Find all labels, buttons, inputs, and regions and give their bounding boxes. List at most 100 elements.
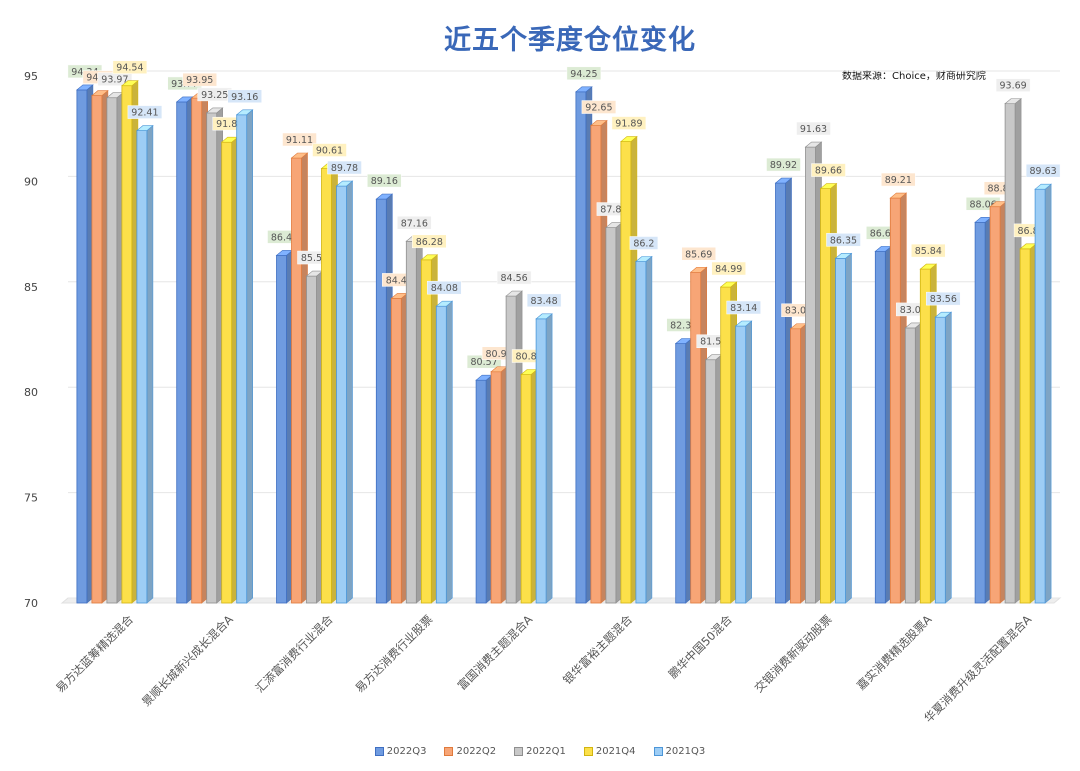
legend-item: 2021Q4 <box>583 746 636 757</box>
bar-side <box>745 320 753 604</box>
bar <box>91 95 103 604</box>
x-tick-label: 汇添富消费行业混合 <box>253 612 336 695</box>
bar <box>735 325 747 604</box>
bar-side <box>1044 183 1052 604</box>
data-label: 86.28 <box>416 237 443 248</box>
x-tick-label: 银华富裕主题混合 <box>560 612 635 687</box>
bar-top <box>76 84 94 91</box>
bar <box>420 259 432 604</box>
data-label-bg <box>526 293 562 308</box>
bar <box>934 316 946 604</box>
legend-label: 2022Q1 <box>526 746 566 757</box>
data-label-bg <box>611 116 647 130</box>
data-label-bg <box>726 300 761 315</box>
legend-swatch <box>374 746 384 756</box>
data-label-bg <box>629 236 659 250</box>
data-label: 87.16 <box>401 218 428 229</box>
bar <box>405 240 417 604</box>
bar-top <box>934 311 953 318</box>
chart-source-note: 数据来源：Choice，财商研究院 <box>842 71 986 82</box>
data-label: 92.65 <box>585 103 612 114</box>
x-tick-label: 交银消费新驱动股票 <box>752 612 835 695</box>
data-label: 89.63 <box>1029 166 1056 177</box>
bar <box>221 141 233 604</box>
bar-top <box>719 281 738 288</box>
bar-top <box>889 192 908 199</box>
y-tick-label: 80 <box>24 386 38 399</box>
data-label-bg <box>397 216 432 230</box>
bar-side <box>445 300 453 604</box>
data-label-bg <box>711 261 746 276</box>
x-tick-label: 易方达消费行业股票 <box>352 612 435 695</box>
data-label: 93.97 <box>101 75 128 86</box>
bar <box>535 318 547 604</box>
bar-side <box>246 109 253 604</box>
data-label-bg <box>367 173 402 188</box>
data-label-bg <box>496 270 532 285</box>
bar-top <box>804 141 823 148</box>
data-label-bg <box>112 60 148 74</box>
bar-top <box>290 152 309 159</box>
bar-top <box>590 120 608 126</box>
data-label: 85.51 <box>301 253 328 264</box>
x-tick-label: 易方达蓝筹精选混合 <box>53 612 136 695</box>
bar <box>121 85 133 604</box>
data-label: 82.31 <box>670 321 697 332</box>
bar <box>1034 188 1046 604</box>
legend-swatch <box>583 746 593 756</box>
data-label-bg <box>227 89 262 104</box>
bar <box>790 328 801 604</box>
data-label: 84.99 <box>715 264 742 275</box>
data-label-bg <box>412 234 447 249</box>
data-label: 83.14 <box>730 303 757 314</box>
bar <box>989 206 1001 604</box>
legend-item: 2022Q2 <box>444 746 496 757</box>
bar-top <box>834 253 853 259</box>
data-label-bg <box>327 160 362 175</box>
bar <box>690 271 702 604</box>
data-label-bg <box>312 143 347 157</box>
data-label: 92.41 <box>131 108 158 119</box>
legend-label: 2022Q2 <box>456 746 497 757</box>
data-label: 83.05 <box>900 305 927 316</box>
bar <box>835 257 846 604</box>
data-label-bg <box>911 243 946 258</box>
bar-top <box>620 136 638 142</box>
bar <box>889 197 901 604</box>
bar <box>575 91 587 604</box>
y-tick-label: 70 <box>24 597 38 610</box>
bar-top <box>205 107 224 114</box>
data-label: 86.2 <box>633 239 654 250</box>
data-label-bg <box>766 157 801 172</box>
legend-label: 2021Q4 <box>595 746 636 757</box>
bar <box>306 275 317 604</box>
legend-swatch <box>514 746 524 756</box>
legend-item: 2022Q1 <box>514 746 566 757</box>
bar <box>176 101 188 604</box>
bar <box>720 286 732 604</box>
data-label: 90.61 <box>316 146 343 157</box>
bar <box>904 327 916 604</box>
bar-side <box>845 252 852 604</box>
x-tick-label: 富国消费主题混合A <box>455 612 536 693</box>
data-label-bg <box>796 121 831 136</box>
bar-top <box>575 86 593 93</box>
data-label: 81.54 <box>700 337 727 348</box>
data-label: 89.66 <box>815 166 842 177</box>
bar <box>919 268 931 604</box>
bar <box>191 97 203 604</box>
bar-side <box>944 311 952 604</box>
y-tick-label: 75 <box>24 492 38 505</box>
bar-top <box>535 313 553 320</box>
data-label: 89.78 <box>331 163 358 174</box>
data-label: 83.01 <box>785 306 812 317</box>
x-tick-label: 鹏华中国50混合 <box>666 612 735 681</box>
bar-top <box>734 320 753 327</box>
data-label-bg <box>282 132 317 147</box>
data-label-bg <box>926 291 961 306</box>
bar-top <box>335 180 354 187</box>
bar-top <box>1004 98 1022 104</box>
bar <box>590 125 602 604</box>
bar <box>435 305 447 604</box>
data-label: 80.57 <box>470 357 497 368</box>
